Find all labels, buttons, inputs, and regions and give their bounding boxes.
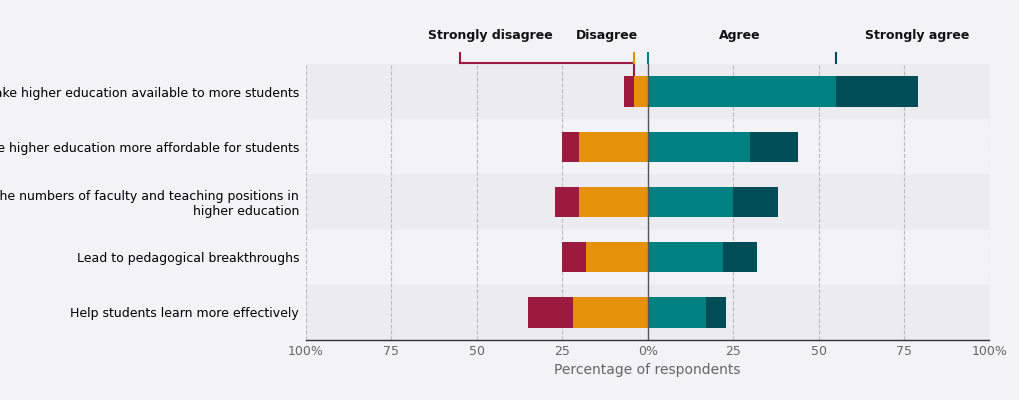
X-axis label: Percentage of respondents: Percentage of respondents — [554, 364, 740, 378]
Bar — [624, 76, 634, 107]
Bar — [586, 242, 647, 272]
Bar — [733, 187, 776, 217]
Bar — [306, 230, 988, 285]
Bar — [306, 285, 988, 340]
Bar — [561, 132, 579, 162]
Text: Strongly agree: Strongly agree — [864, 29, 969, 42]
Bar — [647, 187, 733, 217]
Bar — [306, 64, 988, 119]
Bar — [579, 132, 647, 162]
Bar — [647, 242, 722, 272]
Bar — [572, 297, 647, 328]
Bar — [647, 76, 835, 107]
Bar — [647, 132, 749, 162]
Bar — [561, 242, 586, 272]
Bar — [555, 187, 579, 217]
Bar — [306, 119, 988, 174]
Bar — [835, 76, 917, 107]
Bar — [749, 132, 797, 162]
Bar — [705, 297, 726, 328]
Text: Strongly disagree: Strongly disagree — [428, 29, 552, 42]
Bar — [306, 174, 988, 230]
Text: Disagree: Disagree — [575, 29, 637, 42]
Bar — [528, 297, 572, 328]
Bar — [722, 242, 756, 272]
Bar — [647, 297, 705, 328]
Bar — [579, 187, 647, 217]
Text: Agree: Agree — [718, 29, 760, 42]
Bar — [634, 76, 647, 107]
